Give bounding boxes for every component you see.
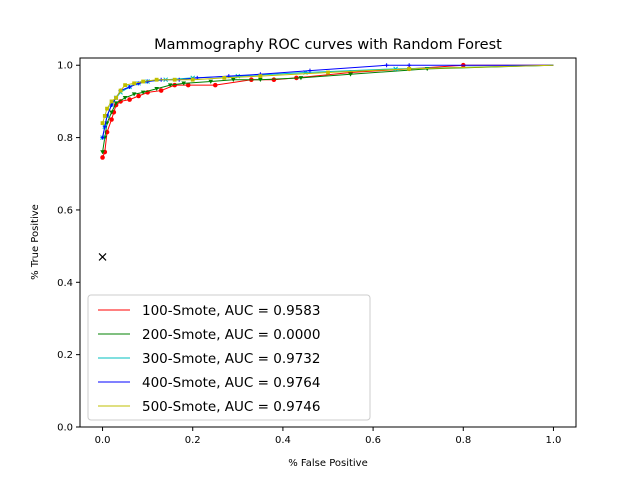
data-point	[208, 79, 214, 84]
data-point	[298, 76, 304, 81]
data-point	[100, 150, 105, 155]
data-point	[113, 101, 119, 106]
legend-box	[87, 294, 371, 421]
annotation-layer	[98, 253, 107, 261]
data-point	[158, 88, 164, 93]
data-point	[100, 135, 105, 140]
y-tick-label: 0.4	[57, 278, 73, 289]
plot-frame	[79, 57, 577, 428]
data-point	[384, 63, 389, 68]
data-point	[307, 68, 312, 73]
y-axis: 0.0 0.2 0.4 0.6 0.8 1.0	[57, 61, 80, 434]
data-point	[348, 72, 353, 77]
data-point	[109, 117, 114, 122]
data-point	[181, 81, 187, 86]
y-tick-label: 0.8	[57, 133, 73, 144]
x-tick-label: 0.6	[365, 435, 381, 446]
data-point	[122, 95, 128, 101]
x-tick-label: 0.4	[275, 435, 291, 446]
data-point	[140, 90, 146, 95]
data-point	[190, 77, 195, 82]
data-point	[258, 74, 263, 78]
data-point	[393, 66, 398, 72]
data-point	[172, 77, 177, 82]
x-tick-label: 1.0	[546, 435, 562, 446]
data-point	[167, 83, 173, 88]
legend-label: 400-Smote, AUC = 0.9764	[142, 375, 320, 391]
legend-label: 200-Smote, AUC = 0.0000	[142, 327, 320, 343]
data-point	[127, 97, 132, 102]
data-point	[185, 82, 191, 88]
data-point	[141, 79, 146, 84]
data-point	[127, 84, 132, 89]
chart-title: Mammography ROC curves with Random Fores…	[154, 37, 502, 53]
data-point	[100, 155, 105, 160]
x-axis-title: % False Positive	[288, 458, 368, 469]
x-tick-label: 0.8	[455, 435, 471, 446]
data-point	[109, 99, 114, 104]
data-point	[258, 77, 263, 83]
data-point	[109, 103, 114, 108]
data-point	[132, 81, 137, 86]
data-point	[271, 77, 277, 83]
data-point	[212, 82, 218, 88]
data-point	[102, 113, 107, 118]
x-tick-label: 0.0	[95, 435, 111, 446]
legend: 100-Smote, AUC = 0.9583 200-Smote, AUC = …	[87, 294, 371, 421]
y-tick-label: 0.6	[57, 205, 73, 216]
series-line	[102, 64, 554, 153]
data-point	[102, 124, 107, 129]
y-tick-label: 0.0	[57, 423, 73, 434]
data-point	[326, 70, 330, 75]
data-point	[231, 77, 236, 83]
x-axis: 0.0 0.2 0.4 0.6 0.8 1.0	[95, 427, 562, 446]
y-tick-label: 0.2	[57, 350, 73, 361]
data-point	[407, 63, 412, 68]
y-tick-label: 1.0	[57, 61, 73, 72]
data-point	[131, 92, 137, 97]
data-point	[100, 121, 105, 126]
series-layer	[100, 62, 554, 160]
y-axis-title: % True Positive	[30, 204, 41, 280]
data-point	[407, 66, 412, 71]
data-point	[136, 93, 141, 99]
data-point	[105, 106, 109, 111]
data-point	[114, 95, 118, 100]
series-4	[100, 63, 554, 140]
series-line	[102, 64, 554, 138]
x-tick-label: 0.2	[185, 435, 201, 446]
legend-label: 100-Smote, AUC = 0.9583	[142, 303, 320, 319]
legend-label: 300-Smote, AUC = 0.9732	[142, 351, 320, 367]
series-5	[100, 64, 554, 126]
series-2	[100, 64, 554, 155]
data-point	[109, 110, 114, 115]
x-marker	[98, 253, 107, 261]
data-point	[118, 88, 123, 93]
data-point	[123, 83, 127, 88]
data-point	[154, 77, 159, 82]
data-point	[222, 75, 227, 80]
legend-label: 500-Smote, AUC = 0.9746	[142, 399, 320, 415]
data-point	[154, 86, 159, 92]
